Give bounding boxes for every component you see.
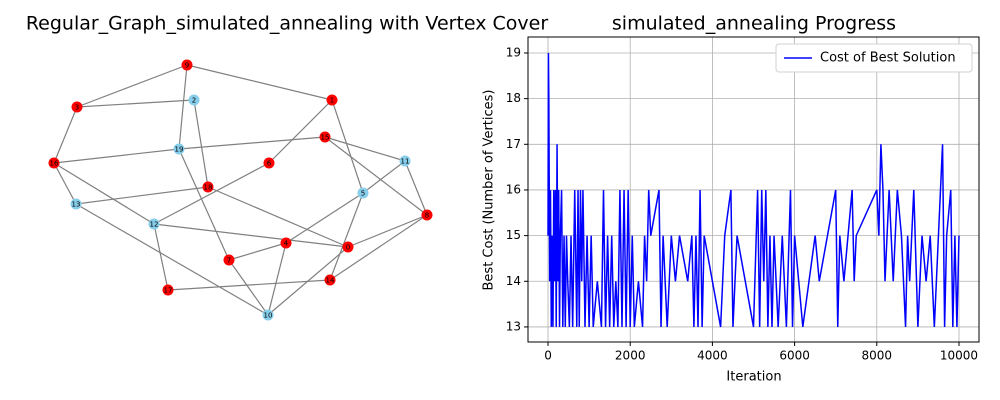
graph-node (319, 131, 331, 143)
graph-node (162, 284, 174, 296)
y-axis-label: Best Cost (Number of Vertices) (482, 90, 497, 291)
x-tick-label: 4000 (697, 349, 728, 363)
y-tick-label: 14 (506, 274, 521, 288)
graph-node (421, 209, 433, 221)
graph-edge (362, 160, 406, 194)
chart-title: simulated_annealing Progress (612, 13, 896, 35)
graph-edge (228, 242, 287, 261)
graph-node (181, 59, 193, 71)
graph-node (324, 274, 336, 286)
graph-node (399, 155, 411, 167)
graph-title: Regular_Graph_simulated_annealing with V… (26, 13, 549, 35)
graph-edge (53, 162, 155, 225)
graph-node (148, 218, 160, 230)
y-tick-label: 18 (506, 91, 521, 105)
graph-edge (268, 99, 333, 164)
node-label: 19 (175, 146, 184, 154)
graph-node (70, 198, 82, 210)
graph-edge (178, 64, 188, 150)
node-label: 12 (150, 221, 159, 229)
node-label: 9 (185, 62, 189, 70)
node-label: 10 (264, 312, 273, 320)
graph-node (357, 187, 369, 199)
node-label: 8 (425, 212, 429, 220)
y-tick-label: 16 (506, 182, 521, 196)
plot-frame (527, 36, 980, 343)
node-label: 1 (330, 97, 334, 105)
x-tick-label: 0 (544, 349, 552, 363)
node-label: 4 (284, 240, 289, 248)
node-label: 15 (321, 134, 330, 142)
graph-edge (285, 192, 364, 244)
graph-node (280, 237, 292, 249)
graph-edge (329, 192, 364, 281)
graph-edge (76, 64, 188, 108)
graph-edge (347, 214, 428, 248)
node-label: 17 (164, 287, 173, 295)
graph-edge (331, 99, 364, 194)
graph-edge (228, 259, 269, 316)
graph-edge (76, 99, 195, 108)
x-tick-label: 6000 (779, 349, 810, 363)
node-label: 6 (267, 160, 272, 168)
graph-edge (153, 223, 349, 248)
graph-edge (153, 162, 270, 225)
graph-edge (178, 136, 326, 150)
y-tick-label: 15 (506, 228, 521, 242)
graph-edge (75, 186, 209, 205)
node-label: 16 (50, 160, 59, 168)
node-label: 11 (401, 158, 410, 166)
node-label: 5 (361, 190, 365, 198)
graph-node (202, 181, 214, 193)
graph-edge (167, 279, 331, 291)
graph-node (342, 241, 354, 253)
legend-label: Cost of Best Solution (820, 51, 956, 66)
graph-edge (178, 148, 230, 261)
graph-edge (53, 162, 77, 205)
graph-edge (53, 148, 180, 164)
node-label: 14 (326, 277, 335, 285)
y-tick-label: 19 (506, 45, 521, 59)
y-tick-label: 17 (506, 137, 521, 151)
graph-edge (324, 136, 428, 216)
graph-edge (75, 203, 269, 316)
graph-node (263, 157, 275, 169)
x-tick-label: 8000 (862, 349, 893, 363)
x-axis-label: Iteration (726, 370, 781, 385)
graph-edge (404, 160, 428, 216)
graph-edge (324, 136, 406, 162)
graph-edge (53, 106, 78, 164)
graph-edge (267, 242, 287, 316)
node-label: 18 (204, 184, 213, 192)
x-tick-label: 10000 (940, 349, 978, 363)
node-label: 0 (346, 244, 350, 252)
graph-edge (186, 64, 333, 101)
graph-node (188, 94, 200, 106)
node-label: 13 (72, 201, 81, 209)
graph-edge (207, 186, 349, 248)
graph-node (173, 143, 185, 155)
series-line (547, 52, 960, 328)
legend-box (775, 43, 973, 73)
node-label: 7 (227, 257, 231, 265)
graph-node (71, 101, 83, 113)
x-tick-label: 2000 (615, 349, 646, 363)
graph-edge (153, 223, 169, 291)
node-label: 3 (75, 104, 79, 112)
graph-edge (329, 214, 428, 281)
y-tick-label: 13 (506, 319, 521, 333)
graph-node (326, 94, 338, 106)
node-label: 2 (192, 97, 196, 105)
graph-node (223, 254, 235, 266)
graph-edge (193, 99, 209, 188)
graph-node (262, 309, 274, 321)
graph-node (48, 157, 60, 169)
